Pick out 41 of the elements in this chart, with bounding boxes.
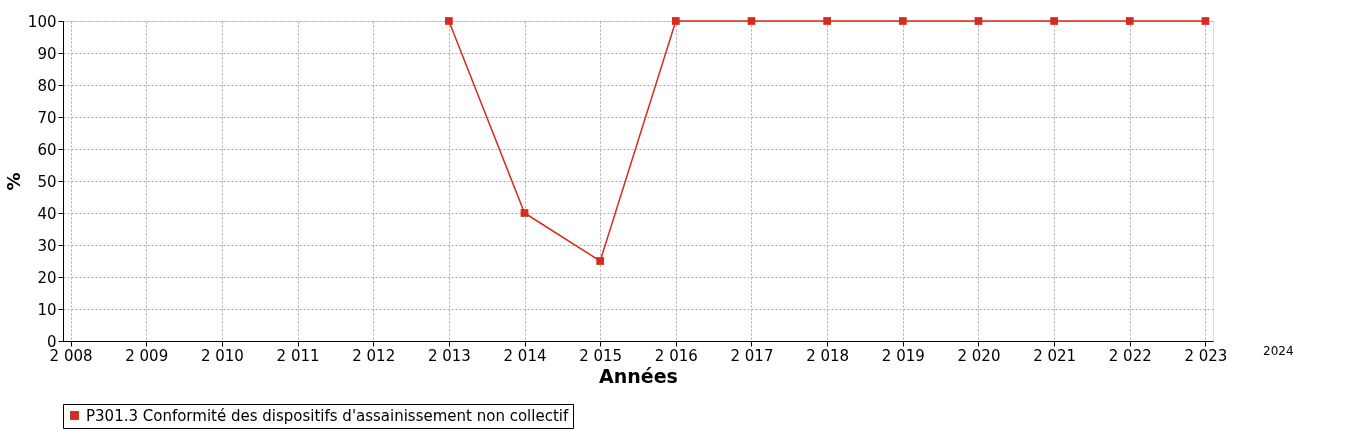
y-tick-label: 60 [37, 140, 57, 159]
point [974, 17, 983, 25]
point [1201, 17, 1210, 25]
text: 2024 [1263, 344, 1294, 358]
x-tick-label: 2 020 [957, 346, 1001, 365]
point [671, 17, 680, 25]
x-tick-label: 2 015 [579, 346, 623, 365]
x-tick-label: 2 023 [1184, 346, 1228, 365]
y-tick-label: 10 [37, 300, 57, 319]
point [520, 209, 529, 217]
x-tick-label: 2 011 [276, 346, 320, 365]
y-tick-label: 40 [37, 204, 57, 223]
point [596, 257, 605, 265]
y-tick-label: 70 [37, 108, 57, 127]
y-tick-label: 100 [27, 12, 57, 31]
x-tick-label: 2 018 [806, 346, 850, 365]
x-tick-label: 2 010 [200, 346, 244, 365]
x-tick-label: 2 014 [503, 346, 547, 365]
x-tick-label: 2 009 [125, 346, 169, 365]
legend-label: P301.3 Conformité des dispositifs d'assainissement non collectif [86, 406, 569, 425]
point [1125, 17, 1134, 25]
x-axis-title: Années [599, 364, 678, 387]
y-axis-title: % [2, 172, 24, 191]
y-tick-label: 30 [37, 236, 57, 255]
point [823, 17, 832, 25]
y-tick-label: 80 [37, 76, 57, 95]
x-tick-label: 2 013 [427, 346, 471, 365]
point [898, 17, 907, 25]
point [1050, 17, 1058, 25]
x-tick-label: 2 021 [1033, 346, 1077, 365]
x-tick-label: 2 017 [730, 346, 774, 365]
y-tick-label: 20 [37, 268, 57, 287]
x-tick-label: 2 022 [1108, 346, 1152, 365]
x-tick-label: 2 019 [881, 346, 925, 365]
y-tick-label: 90 [37, 44, 57, 63]
x-tick-label: 2 016 [654, 346, 698, 365]
x-tick-label: 2 008 [49, 346, 93, 365]
point [444, 17, 453, 25]
point [747, 17, 756, 25]
x-tick-label: 2 012 [352, 346, 396, 365]
y-tick-label: 50 [37, 172, 57, 191]
